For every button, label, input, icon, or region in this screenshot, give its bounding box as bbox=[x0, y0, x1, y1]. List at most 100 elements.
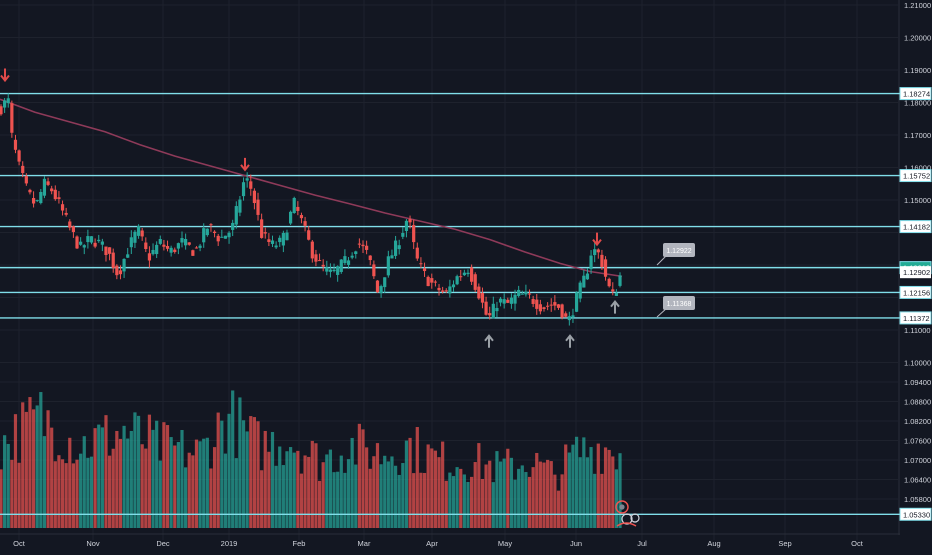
candle-body bbox=[82, 245, 86, 248]
price-level-tag[interactable]: 1.12156 bbox=[899, 285, 932, 299]
candle-body bbox=[158, 238, 162, 244]
volume-bar bbox=[506, 448, 510, 528]
candle bbox=[140, 227, 144, 241]
volume-bar bbox=[564, 444, 568, 528]
price-level-tag[interactable]: 1.14182 bbox=[899, 220, 932, 234]
candle bbox=[538, 299, 542, 315]
candle-body bbox=[368, 255, 372, 261]
candle-body bbox=[426, 276, 430, 287]
candle bbox=[129, 230, 133, 255]
candle-body bbox=[328, 269, 333, 272]
candle bbox=[147, 246, 152, 268]
candle bbox=[68, 219, 72, 231]
arrow-up-icon[interactable] bbox=[565, 334, 575, 348]
event-badge-icon[interactable] bbox=[615, 500, 629, 514]
price-callout[interactable]: 1.12922 bbox=[656, 243, 695, 266]
volume-bar bbox=[321, 462, 325, 528]
volume-bar bbox=[332, 472, 336, 528]
price-axis-label: 1.07000 bbox=[904, 456, 931, 465]
candle-body bbox=[28, 189, 32, 193]
candle-body bbox=[538, 304, 542, 312]
candle-body bbox=[310, 241, 314, 259]
candle-body bbox=[415, 247, 419, 259]
volume-bar bbox=[477, 443, 481, 528]
volume-bar bbox=[97, 424, 101, 528]
volume-bar bbox=[339, 455, 343, 528]
candle-body bbox=[470, 267, 474, 282]
candle-body bbox=[274, 245, 278, 248]
candle bbox=[24, 173, 28, 186]
volume-bar bbox=[567, 452, 571, 528]
candle bbox=[390, 249, 394, 259]
volume-bar bbox=[372, 456, 376, 528]
volume-bar bbox=[281, 465, 285, 528]
candle bbox=[336, 265, 340, 282]
volume-bar bbox=[404, 440, 409, 528]
candle bbox=[187, 242, 191, 246]
callout-box bbox=[663, 296, 695, 310]
candle-body bbox=[17, 150, 21, 162]
volume-bar bbox=[422, 472, 427, 528]
arrow-down-icon[interactable] bbox=[592, 232, 602, 247]
candle bbox=[317, 253, 322, 262]
volume-bar bbox=[245, 431, 249, 528]
candle-body bbox=[491, 303, 495, 319]
grid bbox=[0, 0, 898, 540]
indicator-badges[interactable] bbox=[615, 500, 640, 527]
volume-bar bbox=[46, 410, 50, 528]
volume-bar bbox=[270, 431, 275, 528]
candle-body bbox=[64, 212, 68, 215]
candle-body bbox=[245, 178, 249, 181]
volume-bar bbox=[122, 425, 126, 528]
price-level-tag[interactable]: 1.15752 bbox=[899, 169, 932, 183]
price-axis: 1.21000 1.20000 1.19000 1.18000 1.17000 1.160… bbox=[899, 1, 932, 521]
candle bbox=[574, 291, 579, 313]
price-level-tag[interactable]: 1.11372 bbox=[899, 311, 932, 325]
volume-bar bbox=[21, 402, 25, 528]
volume-bar bbox=[589, 447, 593, 528]
candle-body bbox=[350, 255, 354, 258]
price-axis-label: 1.19000 bbox=[904, 66, 931, 75]
volume-bar bbox=[397, 474, 401, 528]
volume-bar bbox=[596, 443, 600, 528]
candle-body bbox=[603, 259, 608, 277]
arrow-head bbox=[610, 300, 620, 308]
candle bbox=[165, 240, 170, 252]
candle bbox=[180, 231, 184, 248]
candle bbox=[310, 240, 314, 263]
candle-body bbox=[513, 294, 517, 304]
flag-badge-icon[interactable] bbox=[621, 513, 633, 525]
candle-body bbox=[194, 247, 199, 249]
candle bbox=[564, 311, 568, 318]
arrow-head bbox=[484, 334, 494, 342]
candle-body bbox=[379, 286, 383, 294]
price-level-tag-box bbox=[899, 87, 932, 101]
volume-bar bbox=[249, 416, 253, 528]
volume-bar bbox=[234, 458, 238, 528]
candle bbox=[560, 303, 564, 320]
flag-badge-icon[interactable] bbox=[630, 513, 640, 523]
arrow-up-icon[interactable] bbox=[610, 300, 620, 314]
volume-bar bbox=[470, 476, 474, 528]
volume-bar bbox=[517, 468, 521, 528]
candle-body bbox=[162, 244, 166, 247]
price-level-tag[interactable]: 1.05330 bbox=[899, 507, 932, 521]
current-price-tag[interactable]: 1.12902 bbox=[900, 266, 931, 279]
arrow-down-icon[interactable] bbox=[240, 157, 250, 172]
price-level-tag[interactable]: 1.18274 bbox=[899, 87, 932, 101]
arrow-down-icon[interactable] bbox=[0, 68, 10, 83]
candle bbox=[136, 224, 141, 239]
volume-bar bbox=[231, 390, 235, 528]
callout-text: 1.11368 bbox=[667, 301, 692, 308]
price-callout[interactable]: 1.11368 bbox=[656, 296, 695, 318]
volume-bar bbox=[202, 438, 206, 528]
candle bbox=[383, 277, 387, 294]
price-axis-label: 1.21000 bbox=[904, 1, 931, 10]
volume-bar bbox=[194, 439, 199, 528]
time-axis-label: Jun bbox=[570, 539, 582, 548]
candle bbox=[220, 229, 224, 238]
candle-body bbox=[140, 230, 144, 237]
arrow-up-icon[interactable] bbox=[484, 334, 494, 348]
